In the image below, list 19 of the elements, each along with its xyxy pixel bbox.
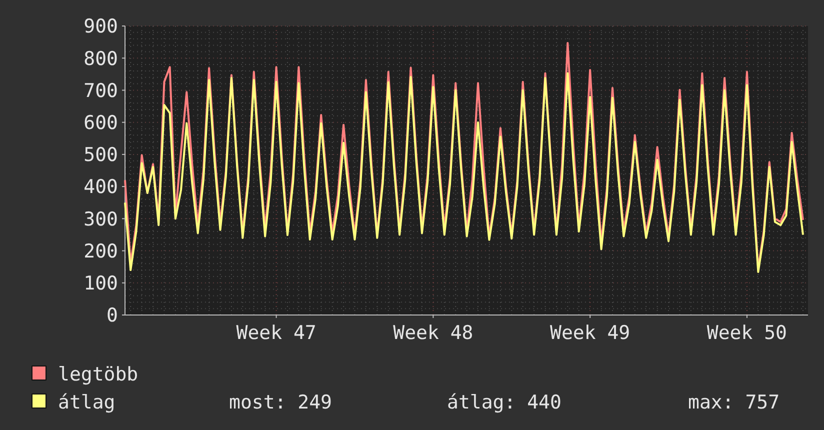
y-tick-label: 200 xyxy=(84,240,118,262)
x-tick-label: Week 48 xyxy=(393,322,474,344)
y-tick-label: 800 xyxy=(84,48,118,70)
y-tick-label: 400 xyxy=(84,176,118,198)
y-tick-label: 0 xyxy=(106,304,118,327)
x-tick-label: Week 47 xyxy=(236,322,316,344)
text: átlag: 440 xyxy=(447,392,562,414)
x-tick-label: Week 50 xyxy=(706,322,788,344)
y-tick-label: 100 xyxy=(84,272,118,295)
y-tick-label: 300 xyxy=(84,208,118,230)
legend-label: legtöbb xyxy=(58,364,138,386)
text: most: 249 xyxy=(229,392,332,414)
y-tick-label: 500 xyxy=(84,144,118,166)
y-tick-label: 900 xyxy=(84,16,118,38)
legend-label: átlag xyxy=(58,392,116,414)
y-tick-label: 600 xyxy=(84,112,118,134)
text: max: 757 xyxy=(688,392,780,414)
x-tick-label: Week 49 xyxy=(550,322,630,344)
y-tick-label: 700 xyxy=(84,80,118,102)
